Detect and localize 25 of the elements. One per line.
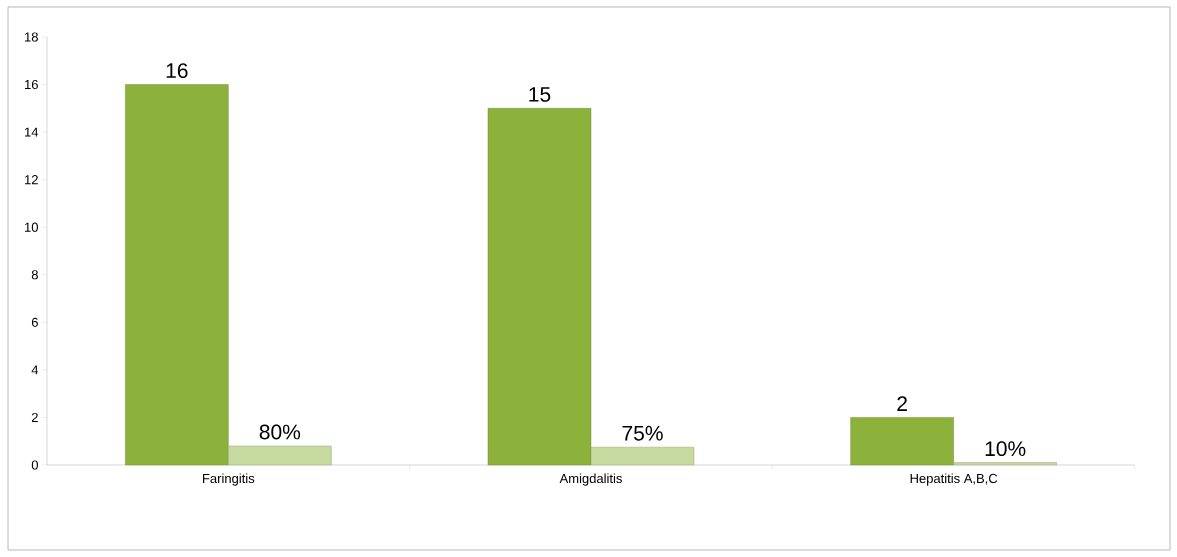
x-tick-label: Faringitis xyxy=(203,473,255,486)
bar xyxy=(487,108,592,466)
bar xyxy=(228,445,332,466)
y-tick-label: 16 xyxy=(25,79,38,90)
data-label: 75% xyxy=(622,425,663,441)
bar xyxy=(850,417,954,466)
y-tick-label: 2 xyxy=(31,412,38,422)
y-tick-label: 0 xyxy=(31,460,38,470)
y-tick-label: 10 xyxy=(25,222,38,232)
data-label: 15 xyxy=(529,87,551,102)
data-label: 2 xyxy=(897,396,907,411)
x-tick-label: Hepatitis A,B,C xyxy=(910,473,998,486)
bar xyxy=(590,446,695,466)
data-label: 16 xyxy=(166,63,188,79)
data-label: 80% xyxy=(259,424,301,440)
y-tick-label: 8 xyxy=(31,270,38,280)
bar xyxy=(125,84,229,466)
bar xyxy=(953,462,1057,466)
y-tick-label: 14 xyxy=(25,127,39,137)
data-label: 10% xyxy=(985,441,1026,457)
y-tick-label: 18 xyxy=(25,32,38,42)
y-tick-label: 6 xyxy=(31,317,38,327)
y-tick-label: 4 xyxy=(31,365,39,375)
x-tick-label: Amigdalitis xyxy=(559,473,622,486)
y-tick-label: 12 xyxy=(25,175,38,185)
